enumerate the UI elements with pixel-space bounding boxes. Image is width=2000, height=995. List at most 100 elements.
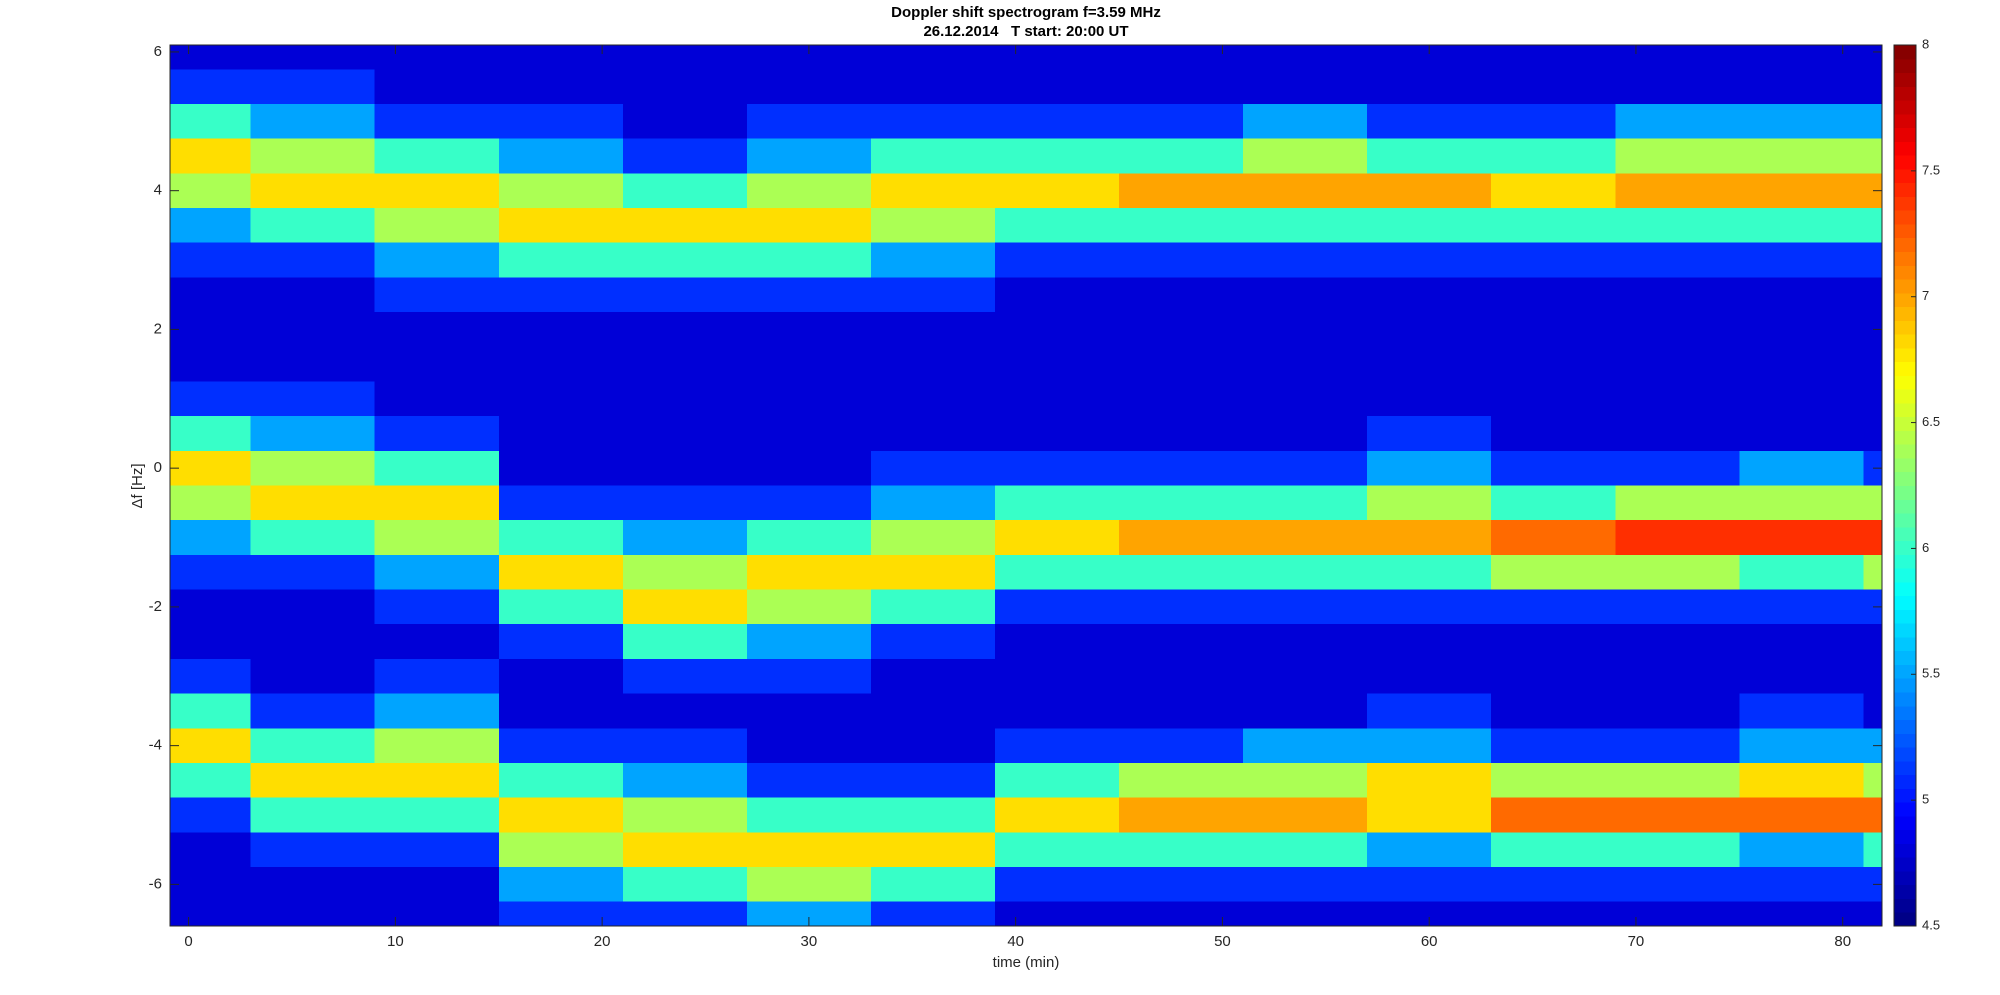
cell — [994, 867, 1120, 903]
colorbar-step — [1894, 430, 1916, 445]
cell — [374, 901, 500, 926]
cell — [250, 624, 376, 660]
cell — [1119, 173, 1244, 209]
cell — [250, 450, 376, 486]
cell — [746, 693, 872, 729]
cell — [170, 242, 252, 278]
cell — [1367, 69, 1492, 105]
axes-box — [169, 44, 1883, 927]
cell — [994, 103, 1120, 140]
cell — [622, 381, 748, 417]
cell — [1491, 69, 1616, 105]
colorbar-step — [1894, 912, 1916, 927]
cell — [1119, 103, 1244, 140]
cell — [622, 277, 748, 313]
colorbar-step — [1894, 678, 1916, 693]
cell — [1863, 346, 1882, 382]
cell — [250, 658, 376, 695]
cell — [374, 728, 500, 764]
cell — [1491, 832, 1616, 868]
cell — [1739, 450, 1864, 486]
chart-subtitle: 26.12.2014 T start: 20:00 UT — [923, 23, 1128, 40]
cell — [870, 103, 996, 140]
cell — [1367, 346, 1492, 382]
cell — [1367, 103, 1492, 140]
cell — [994, 624, 1120, 660]
cell — [994, 242, 1120, 278]
cell — [374, 312, 500, 348]
cell — [170, 346, 252, 382]
colorbar-step — [1894, 568, 1916, 583]
cell — [1367, 416, 1492, 452]
cell — [1615, 173, 1740, 209]
colorbar-step — [1894, 402, 1916, 418]
cell — [250, 208, 376, 244]
cell — [250, 485, 376, 521]
cell — [994, 312, 1120, 348]
cell — [1243, 103, 1368, 140]
cell — [622, 416, 748, 452]
cell — [1615, 589, 1740, 625]
cell — [1739, 69, 1864, 105]
colorbar-step — [1894, 526, 1916, 542]
colorbar-step — [1894, 485, 1916, 500]
cell — [1491, 485, 1616, 521]
cell — [170, 277, 252, 313]
cell — [1863, 103, 1882, 140]
cell — [374, 520, 500, 556]
colorbar-step — [1894, 155, 1916, 170]
cell — [1739, 416, 1864, 452]
cell — [1491, 381, 1616, 417]
cell — [1739, 520, 1864, 556]
colorbar-step — [1894, 416, 1916, 431]
cell — [1243, 901, 1368, 926]
cell — [622, 554, 748, 591]
cell — [250, 312, 376, 348]
cell — [870, 208, 996, 244]
x-axis-label: time (min) — [993, 954, 1060, 971]
cell — [870, 762, 996, 799]
cell — [498, 901, 624, 926]
cell — [498, 346, 624, 382]
cell — [870, 658, 996, 695]
cell — [1491, 762, 1616, 799]
cell — [994, 589, 1120, 625]
cell — [1863, 762, 1882, 799]
cell — [170, 381, 252, 417]
cell — [250, 728, 376, 764]
cell — [1739, 277, 1864, 313]
cell — [746, 69, 872, 105]
cell — [1863, 589, 1882, 625]
colorbar-step — [1894, 747, 1916, 762]
cell — [622, 693, 748, 729]
cell — [250, 103, 376, 140]
x-tick-label: 60 — [1421, 933, 1438, 950]
cell — [1243, 762, 1368, 799]
cell — [374, 45, 500, 70]
cell — [374, 658, 500, 695]
cell — [250, 242, 376, 278]
cell — [1367, 381, 1492, 417]
cell — [622, 103, 748, 140]
cell — [250, 173, 376, 209]
colorbar-step — [1894, 347, 1916, 363]
colorbar-step — [1894, 774, 1916, 789]
colorbar-step — [1894, 857, 1916, 872]
cell — [498, 832, 624, 868]
cell — [746, 658, 872, 695]
chart-title: Doppler shift spectrogram f=3.59 MHz — [891, 4, 1161, 21]
colorbar-step — [1894, 58, 1916, 74]
cell — [1243, 416, 1368, 452]
cell — [1615, 901, 1740, 926]
cell — [498, 520, 624, 556]
cell — [1491, 173, 1616, 209]
colorbar-tick-label: 7.5 — [1922, 162, 1940, 177]
colorbar-tick-label: 8 — [1922, 36, 1929, 51]
cell — [1367, 728, 1492, 764]
cell — [1119, 832, 1244, 868]
cell — [622, 312, 748, 348]
cell — [1615, 797, 1740, 833]
cell — [170, 173, 252, 209]
cell — [1863, 797, 1882, 833]
cell — [1615, 69, 1740, 105]
